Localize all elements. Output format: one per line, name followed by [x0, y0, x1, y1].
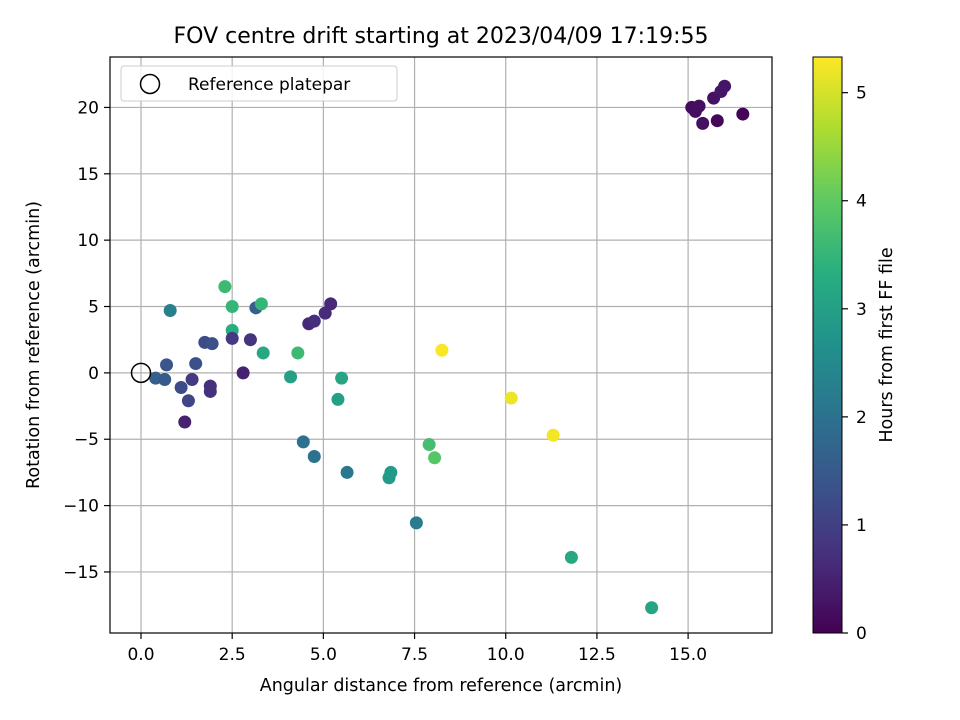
data-point	[340, 465, 354, 479]
x-axis-ticks: 0.0 2.5 5.0 7.5 10.0 12.5 15.0	[127, 633, 707, 665]
data-point	[736, 107, 750, 121]
data-point	[435, 343, 449, 357]
y-tick-label: 10	[77, 231, 99, 251]
data-point	[243, 333, 257, 347]
reference-point-marker	[130, 362, 152, 384]
x-tick-label: 5.0	[310, 645, 337, 665]
data-point	[181, 394, 195, 408]
data-point	[428, 451, 442, 465]
colorbar-label: Hours from first FF file	[877, 247, 897, 442]
scatter-points	[130, 79, 750, 615]
colorbar-tick-label: 1	[856, 516, 867, 536]
data-point	[189, 357, 203, 371]
x-tick-label: 12.5	[578, 645, 616, 665]
data-point	[291, 346, 305, 360]
colorbar-tick-label: 3	[856, 300, 867, 320]
data-point	[185, 373, 199, 387]
x-tick-label: 7.5	[401, 645, 428, 665]
plot-frame	[109, 56, 773, 634]
data-point	[692, 99, 706, 113]
colorbar-tick-label: 5	[856, 84, 867, 104]
data-point	[203, 384, 217, 398]
data-point	[178, 415, 192, 429]
data-point	[710, 114, 724, 128]
data-point	[205, 337, 219, 351]
y-tick-label: 0	[88, 364, 99, 384]
data-point	[696, 116, 710, 130]
colorbar-gradient	[812, 56, 843, 634]
grid-lines	[110, 57, 772, 633]
data-point	[225, 300, 239, 314]
data-point	[158, 373, 172, 387]
y-axis-ticks: −15 −10 −5 0 5 10 15 20	[63, 98, 110, 583]
data-point	[218, 280, 232, 294]
y-tick-label: 20	[77, 98, 99, 118]
data-point	[564, 550, 578, 564]
data-point	[174, 380, 188, 394]
y-tick-label: −5	[74, 430, 99, 450]
data-point	[645, 601, 659, 615]
y-tick-label: −15	[63, 563, 99, 583]
data-point	[335, 371, 349, 385]
data-point	[225, 331, 239, 345]
legend-box	[120, 65, 398, 102]
data-point	[236, 366, 250, 380]
y-tick-label: 5	[88, 298, 99, 318]
data-point	[284, 370, 298, 384]
y-axis-label: Rotation from reference (arcmin)	[24, 201, 44, 489]
data-point	[163, 303, 177, 317]
x-tick-label: 2.5	[219, 645, 246, 665]
legend-marker	[139, 73, 161, 95]
data-point	[324, 297, 338, 311]
data-point	[422, 438, 436, 452]
colorbar: 0 1 2 3 4 5 Hours from first FF file	[812, 56, 897, 644]
data-point	[254, 297, 268, 311]
x-axis-label: Angular distance from reference (arcmin)	[260, 676, 623, 696]
colorbar-tick-label: 2	[856, 408, 867, 428]
data-point	[256, 346, 270, 360]
legend: Reference platepar	[120, 65, 398, 102]
colorbar-ticks: 0 1 2 3 4 5	[842, 84, 867, 644]
data-point	[331, 392, 345, 406]
chart-title: FOV centre drift starting at 2023/04/09 …	[174, 24, 709, 49]
colorbar-tick-label: 0	[856, 624, 867, 644]
data-point	[546, 428, 560, 442]
y-tick-label: 15	[77, 165, 99, 185]
colorbar-tick-label: 4	[856, 192, 867, 212]
x-tick-label: 10.0	[487, 645, 525, 665]
data-point	[160, 358, 174, 372]
data-point	[384, 465, 398, 479]
data-point	[409, 516, 423, 530]
data-point	[296, 435, 310, 449]
x-tick-label: 15.0	[669, 645, 707, 665]
y-tick-label: −10	[63, 497, 99, 517]
data-point	[307, 314, 321, 328]
legend-entry: Reference platepar	[188, 75, 350, 95]
x-tick-label: 0.0	[127, 645, 154, 665]
data-point	[307, 449, 321, 463]
data-point	[504, 391, 518, 405]
data-point	[718, 79, 732, 93]
